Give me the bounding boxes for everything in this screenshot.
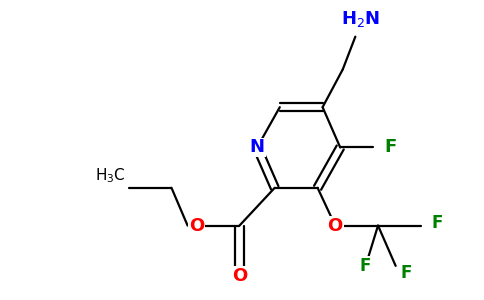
Text: O: O xyxy=(189,217,204,235)
Text: H$_3$C: H$_3$C xyxy=(95,167,126,185)
Text: F: F xyxy=(360,257,371,275)
Text: H$_2$N: H$_2$N xyxy=(341,9,380,29)
Text: F: F xyxy=(432,214,443,232)
Text: O: O xyxy=(232,267,247,285)
Text: F: F xyxy=(400,264,411,282)
Text: F: F xyxy=(384,139,396,157)
Text: O: O xyxy=(328,217,343,235)
Text: N: N xyxy=(250,139,265,157)
